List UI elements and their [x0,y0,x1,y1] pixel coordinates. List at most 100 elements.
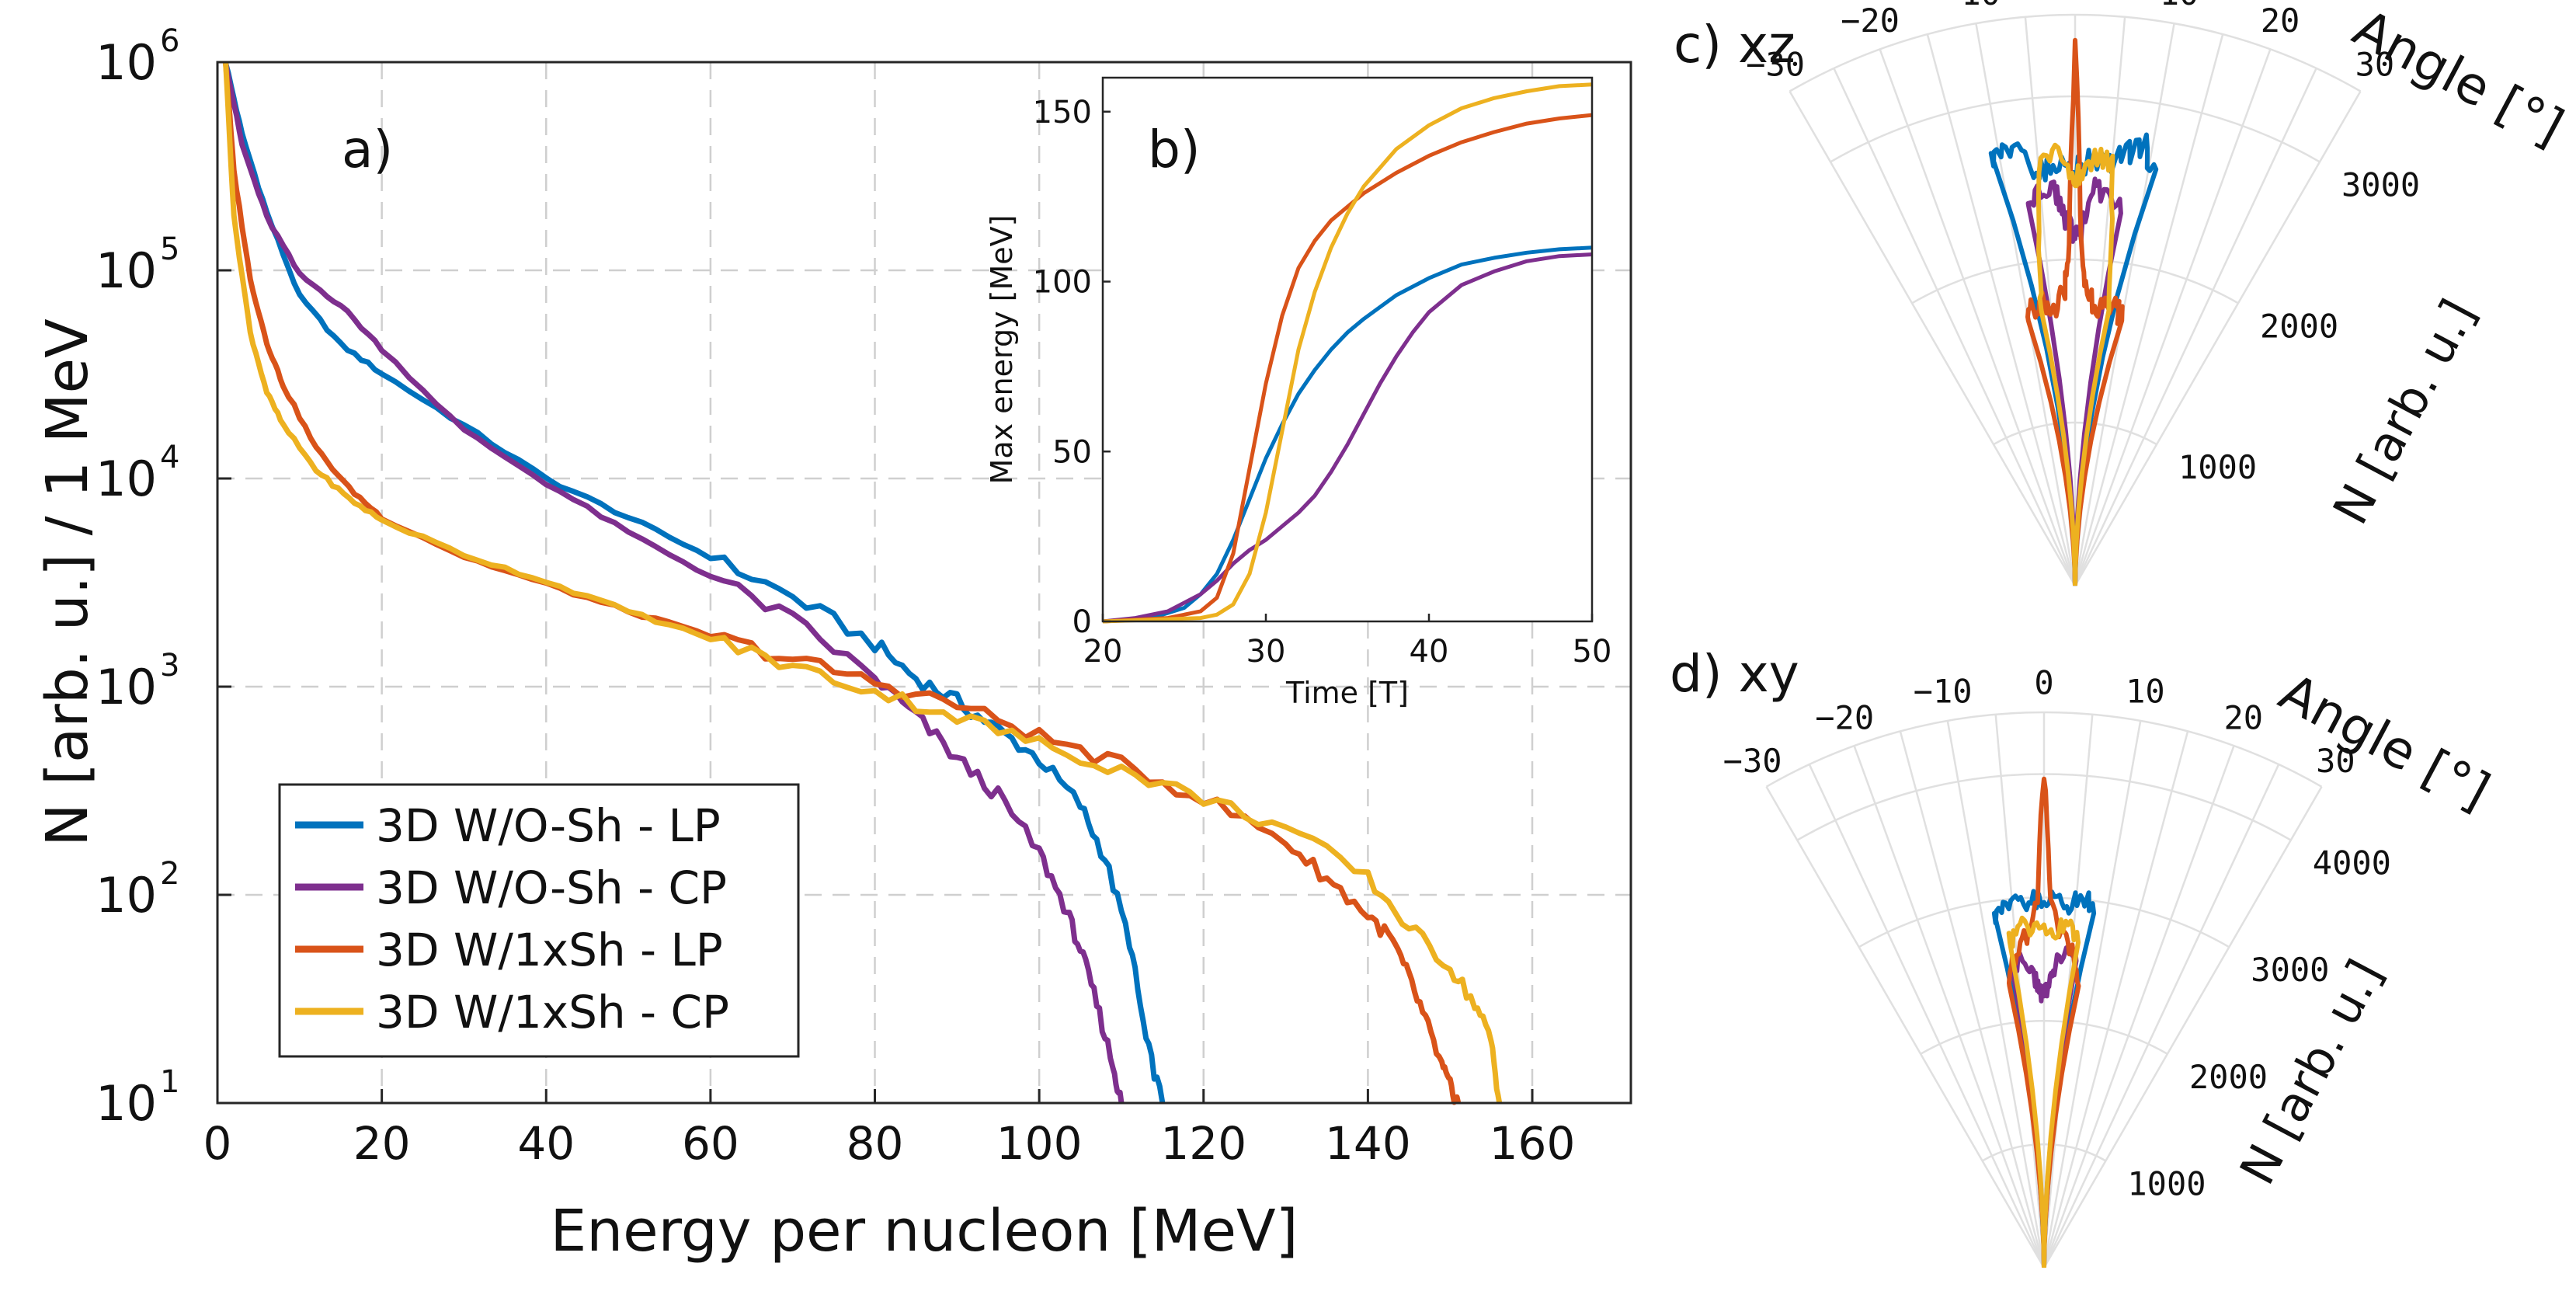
d-series-lines [1991,776,2097,1268]
a-x-tick-label: 0 [203,1117,232,1170]
d-spoke [2042,720,2142,1268]
c-spoke [1975,23,2077,586]
d-radius-tick-label: 1000 [2127,1164,2206,1202]
panel-d-polar-xy: −30 −20 −10 0 10 20 30 1000 2000 3000 4000 d) xy A… [1670,644,2499,1268]
a-series-line [223,62,1462,1105]
c-angle-tick-label: 20 [2261,2,2300,40]
c-spoke [2074,48,2272,586]
panel-b-max-energy-inset: 20 30 40 50 0 50 100 150 b) Time [T] Max energ… [985,76,1611,710]
b-series-lines [1102,82,1593,624]
c-tick-labels: −30 −20 −10 0 10 20 30 1000 2000 3000 [1746,0,2420,486]
a-x-tick-label: 160 [1490,1117,1576,1170]
a-series-line [223,62,1166,1104]
a-y-tick-exponent: 5 [160,231,179,267]
legend: 3D W/O-Sh - LP 3D W/O-Sh - CP 3D W/1xSh - … [278,783,800,1058]
b-panel-label: b) [1148,120,1201,179]
a-y-tick-label: 10 5 [96,231,179,299]
c-radius-tick-label: 3000 [2341,165,2420,204]
b-y-ticks: 0 50 100 150 [1033,95,1111,640]
a-y-tick-exponent: 1 [160,1064,179,1100]
a-y-tick-base: 10 [96,659,157,715]
a-y-tick-label: 10 6 [96,23,179,91]
a-y-tick-exponent: 4 [160,440,179,475]
c-radius-label: N [arb. u.] [2322,290,2487,533]
c-angle-tick-label: 0 [2065,0,2084,3]
a-series-lines [223,62,1503,1105]
d-spoke [1946,720,2046,1268]
d-spoke [1853,745,2046,1268]
b-y-tick-label: 100 [1033,265,1092,301]
d-angle-tick-label: −30 [1723,742,1782,780]
b-x-tick-label: 20 [1083,634,1123,670]
a-y-tick-base: 10 [96,451,157,507]
c-radius-tick-label: 1000 [2178,448,2257,486]
a-x-tick-label: 40 [517,1117,575,1170]
d-angle-tick-label: 20 [2224,699,2264,737]
a-y-tick-exponent: 2 [160,856,179,892]
a-x-ticks: 0 20 40 60 80 100 120 140 160 [203,1089,1576,1170]
a-y-tick-base: 10 [96,1075,157,1132]
a-x-axis-label: Energy per nucleon [MeV] [550,1198,1298,1265]
d-radius-tick-label: 2000 [2189,1058,2268,1096]
d-spoke [2042,764,2280,1268]
b-x-tick-label: 30 [1246,634,1286,670]
a-x-tick-label: 140 [1325,1117,1411,1170]
d-angle-tick-label: −10 [1914,673,1973,711]
b-inset-background [1103,78,1592,621]
b-x-ticks: 20 30 40 50 [1083,614,1611,670]
a-y-tick-exponent: 3 [160,648,179,684]
b-axes-box [1101,76,1594,623]
b-y-tick-label: 0 [1072,604,1092,640]
d-series-line [2006,915,2081,1268]
legend-entry-label: 3D W/O-Sh - LP [376,799,721,852]
c-panel-label: c) xz [1674,15,1796,75]
a-y-tick-label: 10 2 [96,856,179,924]
d-angle-tick-label: 0 [2034,663,2053,701]
c-spoke [1789,90,2077,586]
a-axes-box [216,61,1632,1105]
b-x-axis-label: Time [T] [1285,676,1409,710]
legend-entry-label: 3D W/1xSh - CP [376,986,729,1039]
d-spoke [2042,745,2235,1268]
a-x-tick-label: 20 [353,1117,411,1170]
d-radius-tick-label: 4000 [2313,844,2391,882]
c-angle-tick-label: −30 [1746,46,1805,84]
d-tick-labels: −30 −20 −10 0 10 20 30 1000 2000 3000 4000 [1723,663,2391,1202]
b-series-line [1102,82,1593,624]
d-spoke [1765,786,2046,1268]
b-series-line [1102,113,1593,624]
d-series-line [2007,776,2081,1268]
d-radius-tick-label: 3000 [2251,951,2329,989]
d-angle-tick-label: 10 [2126,673,2165,711]
a-x-tick-label: 120 [1160,1117,1246,1170]
d-spoke [1808,764,2046,1268]
a-y-tick-base: 10 [96,867,157,924]
a-y-tick-base: 10 [96,34,157,91]
legend-entry-label: 3D W/1xSh - LP [376,924,723,976]
a-y-tick-exponent: 6 [160,23,179,59]
c-radius-tick-label: 2000 [2260,307,2338,345]
a-y-tick-base: 10 [96,242,157,299]
d-angle-label: Angle [°] [2270,662,2499,822]
a-y-tick-label: 10 4 [96,440,179,507]
c-angle-tick-label: −10 [1942,0,2001,12]
a-x-tick-label: 60 [682,1117,739,1170]
legend-entry-label: 3D W/O-Sh - CP [376,861,727,914]
b-y-tick-label: 150 [1033,95,1092,130]
d-spoke [2042,731,2189,1268]
c-spoke [2074,68,2317,586]
c-spoke [2074,33,2224,586]
a-series-line [223,63,1125,1104]
c-spoke [1833,68,2077,586]
c-spoke [1879,48,2077,586]
c-angle-tick-label: 10 [2160,0,2199,12]
c-series-line [2035,142,2115,586]
b-x-tick-label: 40 [1410,634,1449,670]
d-spoke [2042,786,2323,1268]
c-angle-tick-label: 30 [2355,46,2395,84]
a-y-tick-label: 10 3 [96,648,179,715]
b-y-axis-label: Max energy [MeV] [985,215,1019,485]
